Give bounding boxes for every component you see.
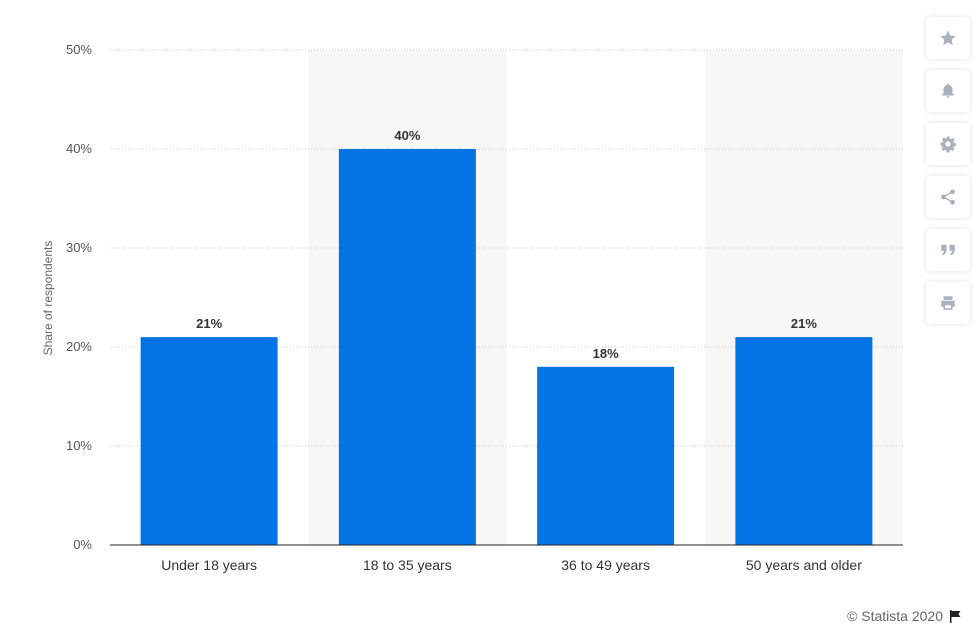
bar[interactable]: [735, 337, 873, 545]
data-label: 18%: [593, 346, 619, 361]
bar[interactable]: [140, 337, 278, 545]
x-tick-label: Under 18 years: [161, 557, 257, 573]
gear-icon: [940, 136, 956, 153]
y-axis-ticks: 0% 10% 20% 30% 40% 50%: [66, 42, 92, 552]
y-tick-label: 50%: [66, 42, 92, 57]
credit-text: © Statista 2020: [847, 608, 943, 624]
bars: [140, 149, 873, 545]
quote-icon: [941, 244, 955, 256]
chart-toolbar: [926, 17, 970, 335]
print-icon: [941, 296, 955, 310]
bell-icon: [942, 83, 954, 98]
x-tick-label: 50 years and older: [746, 557, 862, 573]
favorite-button[interactable]: [926, 17, 970, 59]
data-label: 21%: [196, 316, 222, 331]
source-credit[interactable]: © Statista 2020: [847, 608, 961, 624]
y-tick-label: 20%: [66, 339, 92, 354]
share-button[interactable]: [926, 176, 970, 218]
notification-button[interactable]: [926, 70, 970, 112]
y-tick-label: 0%: [73, 537, 92, 552]
x-tick-label: 18 to 35 years: [363, 557, 452, 573]
y-tick-label: 40%: [66, 141, 92, 156]
data-label: 21%: [791, 316, 817, 331]
value-labels: 21% 40% 18% 21%: [196, 128, 817, 361]
share-icon: [941, 189, 955, 205]
print-button[interactable]: [926, 282, 970, 324]
cite-button[interactable]: [926, 229, 970, 271]
bar[interactable]: [338, 149, 476, 545]
y-tick-label: 10%: [66, 438, 92, 453]
x-tick-label: 36 to 49 years: [561, 557, 650, 573]
flag-icon: [950, 609, 961, 623]
y-axis-label: Share of respondents: [41, 241, 55, 356]
data-label: 40%: [394, 128, 420, 143]
settings-button[interactable]: [926, 123, 970, 165]
star-icon: [940, 30, 956, 46]
y-tick-label: 30%: [66, 240, 92, 255]
bar[interactable]: [537, 366, 675, 545]
x-axis-ticks: Under 18 years 18 to 35 years 36 to 49 yea…: [161, 557, 862, 573]
